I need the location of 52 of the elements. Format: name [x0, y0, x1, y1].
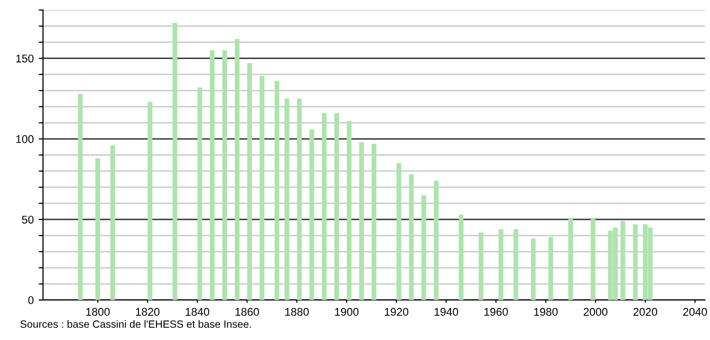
x-tick-label: 1820 [136, 308, 160, 316]
bar [234, 39, 240, 300]
x-tick-label: 1920 [384, 308, 408, 316]
bar [548, 237, 554, 300]
bar [110, 145, 116, 300]
bar [513, 229, 518, 300]
x-tick-label: 2020 [633, 308, 658, 316]
x-tick-label: 1840 [186, 308, 210, 316]
bar [172, 22, 178, 300]
y-tick-label: 150 [16, 54, 34, 62]
bar [197, 87, 202, 300]
bar [274, 80, 280, 300]
bar [568, 218, 573, 300]
bar [372, 144, 376, 300]
bar [148, 102, 152, 300]
bar [359, 142, 364, 300]
bar [632, 224, 638, 300]
bar [309, 129, 314, 300]
bar [421, 195, 426, 300]
bar [346, 121, 352, 300]
bar [260, 76, 264, 300]
bar [334, 113, 340, 300]
bar [396, 163, 402, 300]
bar [590, 218, 596, 300]
x-tick-label: 1880 [285, 308, 309, 316]
source-note: Sources : base Cassini de l'EHESS et base Insee. [20, 320, 251, 328]
bar [458, 214, 464, 300]
bar [620, 221, 626, 300]
bar [498, 229, 504, 300]
bar [434, 180, 439, 300]
x-tick-label: 1800 [86, 308, 110, 316]
bar [478, 232, 484, 300]
bar [408, 174, 414, 300]
bar [530, 238, 536, 300]
x-tick-label: 2040 [683, 308, 707, 316]
x-tick-label: 1900 [335, 308, 359, 316]
bar [78, 94, 83, 300]
bar [222, 50, 228, 300]
bar [95, 158, 100, 300]
x-tick-label: 1860 [236, 308, 259, 316]
x-tick-label: 1940 [434, 308, 458, 316]
x-tick-label: 1980 [534, 308, 558, 316]
bar [322, 113, 327, 300]
bar [210, 50, 215, 300]
x-tick-label: 1960 [484, 308, 508, 316]
y-tick-label: 50 [22, 216, 34, 224]
bar [296, 98, 302, 300]
x-tick-label: 2000 [584, 308, 608, 316]
bar [247, 63, 252, 300]
y-tick-label: 100 [16, 135, 34, 144]
bar [284, 98, 290, 300]
y-tick-label: 0 [28, 296, 34, 304]
